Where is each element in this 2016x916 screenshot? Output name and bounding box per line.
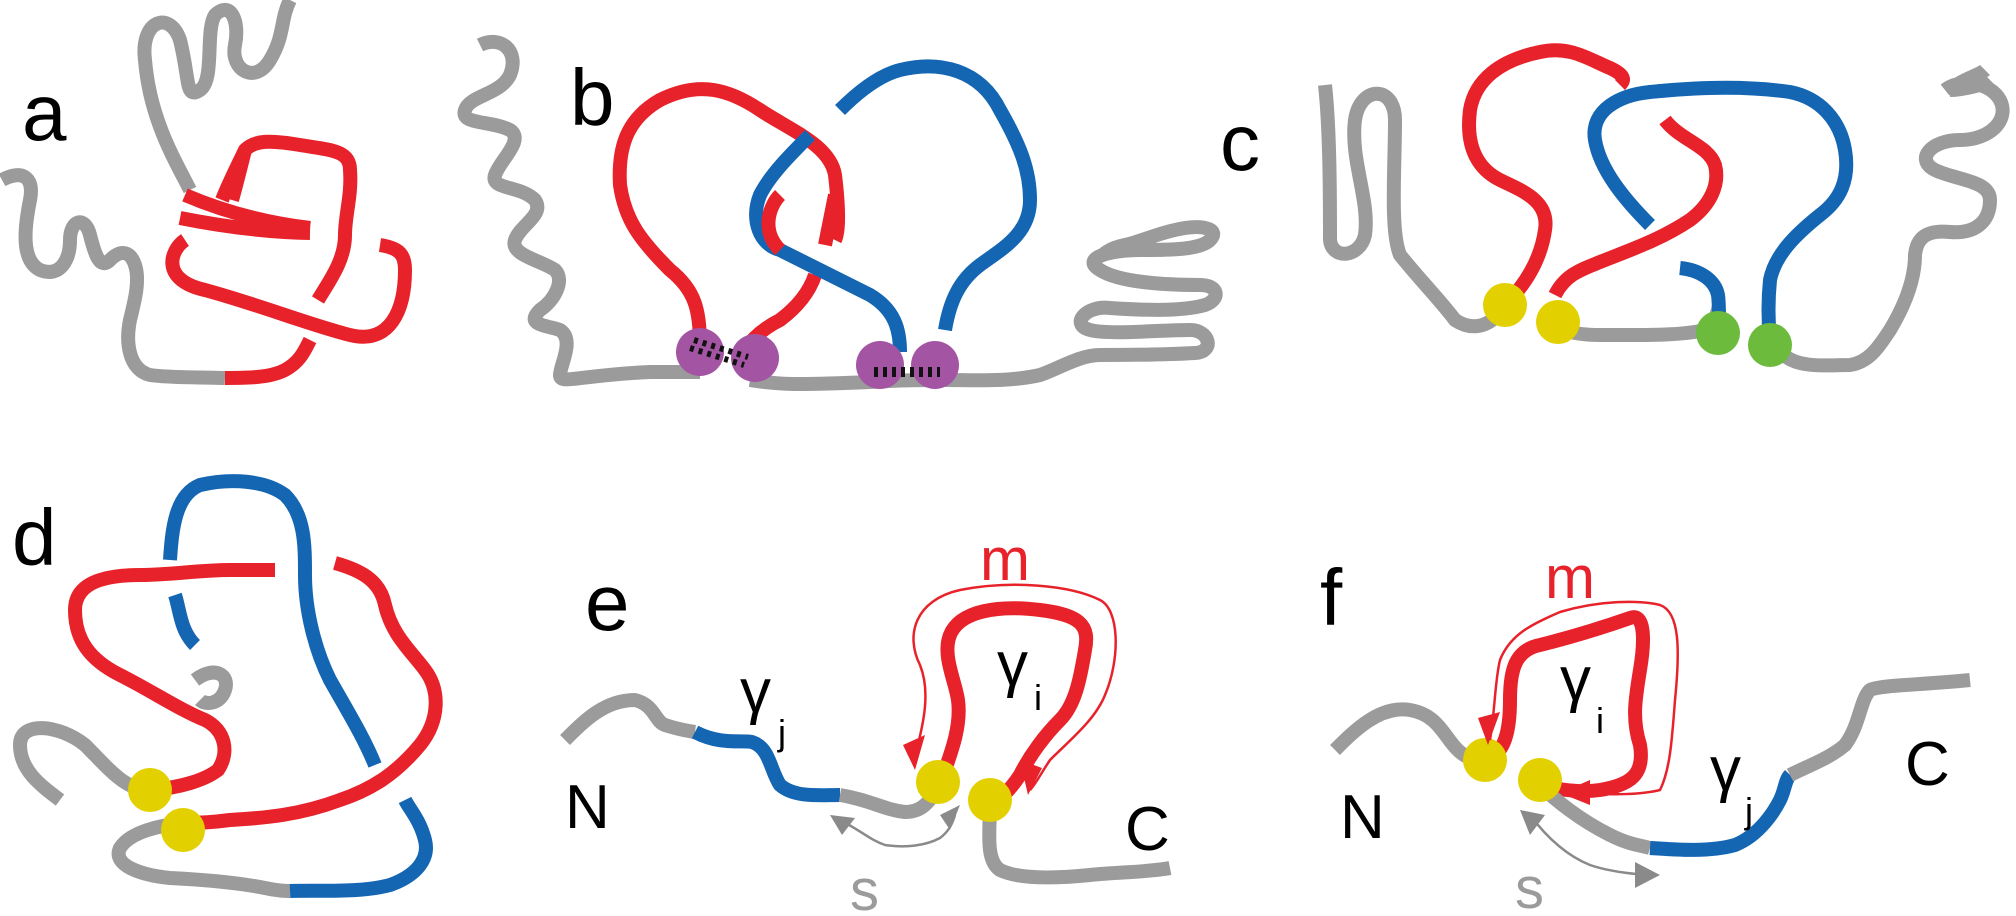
- svg-text:j: j: [1744, 790, 1753, 831]
- panel-d-grey-chain: [13, 721, 291, 898]
- panel-e-s-label: s: [850, 858, 879, 916]
- panel-e-grey-chain-c: [982, 804, 1172, 885]
- panel-e-c-terminus: C: [1125, 795, 1170, 864]
- panel-f-m-arrow-right: [1560, 780, 1590, 805]
- panel-e-m-label: m: [980, 526, 1030, 593]
- panel-d-contact-yellow-2: [161, 808, 205, 852]
- panel-c: c: [1220, 43, 2010, 373]
- panel-e-s-arrow-right: [940, 805, 960, 830]
- panel-f-grey-chain-mid: [1535, 780, 1653, 855]
- panel-f-s-label: s: [1515, 856, 1544, 916]
- panel-e-m-arrow-right: [1020, 760, 1042, 795]
- panel-d-blue-loop: [163, 474, 433, 898]
- panel-a: a: [0, 0, 412, 385]
- panel-f-blue-loop-j: [1649, 770, 1796, 857]
- svg-text:γ: γ: [1710, 735, 1741, 804]
- panel-e-gamma-j: γ j: [740, 657, 786, 753]
- panel-a-grey-chain-left: [0, 168, 226, 385]
- panel-f-label: f: [1320, 553, 1343, 642]
- panel-e-label: e: [585, 558, 630, 647]
- panel-d: d: [12, 474, 443, 898]
- panel-f-s-arrow-left: [1520, 810, 1545, 835]
- panel-f-grey-chain-c: [1786, 673, 1971, 782]
- panel-c-label: c: [1220, 98, 1260, 187]
- panel-e-m-bracket: [912, 583, 1117, 791]
- panel-f-red-loop-i: [1482, 610, 1650, 799]
- panel-c-contact-green-1: [1696, 311, 1740, 355]
- panel-d-label: d: [12, 493, 57, 582]
- panel-b-red-loop: [612, 82, 846, 363]
- panel-b-label: b: [570, 53, 615, 142]
- panel-b-contact-3: [856, 341, 904, 389]
- panel-b-grey-chain-bottom: [748, 220, 1223, 392]
- panel-d-grey-tail: [190, 665, 233, 710]
- panel-b-red-inner: [761, 190, 786, 255]
- svg-text:i: i: [1596, 700, 1604, 741]
- panel-b-grey-chain-left: [457, 34, 700, 387]
- panel-f-n-terminus: N: [1340, 783, 1385, 852]
- svg-text:γ: γ: [1560, 645, 1591, 714]
- panel-f-grey-chain-n: [1330, 702, 1486, 769]
- panel-c-contact-yellow-1: [1483, 283, 1527, 327]
- panel-c-contact-yellow-2: [1536, 300, 1580, 344]
- panel-e-contact-2: [968, 778, 1012, 822]
- panel-c-contact-green-2: [1748, 323, 1792, 367]
- panel-a-grey-chain-top: [137, 0, 297, 194]
- panel-a-label: a: [22, 68, 67, 157]
- panel-e-contact-1: [916, 760, 960, 804]
- panel-b-blue-loop: [749, 59, 1037, 353]
- panel-e-red-loop-i: [931, 601, 1094, 812]
- panel-e-grey-chain-n: [560, 693, 696, 745]
- panel-f-s-arrow-right: [1635, 862, 1660, 888]
- panel-e-s-arrow-left: [830, 815, 855, 835]
- panel-f-c-terminus: C: [1905, 730, 1950, 799]
- panel-e-s-bracket: [839, 814, 957, 848]
- svg-text:j: j: [777, 712, 786, 753]
- panel-e-m-arrow-left: [903, 735, 925, 770]
- panel-e-n-terminus: N: [565, 773, 610, 842]
- svg-text:γ: γ: [740, 657, 771, 726]
- panel-e: e N C m γ j γ i s: [560, 526, 1172, 916]
- panel-b-contact-2: [731, 334, 779, 382]
- panel-a-red-crossing-strand: [178, 211, 311, 240]
- panel-d-red-loop: [68, 556, 443, 830]
- panel-f-gamma-i: γ i: [1560, 645, 1604, 741]
- svg-text:γ: γ: [997, 630, 1028, 699]
- panel-b: b: [457, 34, 1223, 392]
- panel-c-blue-loop: [1587, 80, 1854, 342]
- panel-c-grey-chain-right: [1769, 64, 2010, 373]
- panel-c-red-loop: [1462, 43, 1724, 310]
- svg-text:i: i: [1034, 677, 1042, 718]
- panel-f-m-arrow-left: [1478, 712, 1500, 745]
- panel-f-contact-2: [1518, 758, 1562, 802]
- panel-b-bond-1: [689, 337, 749, 368]
- panel-f-gamma-j: γ j: [1710, 735, 1753, 831]
- panel-e-gamma-i: γ i: [997, 630, 1042, 718]
- panel-e-blue-loop-j: [691, 725, 841, 803]
- panel-d-contact-yellow-1: [128, 768, 172, 812]
- panel-f: f N C m γ i γ j s: [1320, 544, 1971, 916]
- panel-a-red-loop: [165, 134, 412, 385]
- panel-f-contact-1: [1463, 738, 1507, 782]
- panel-b-contact-4: [911, 341, 959, 389]
- panel-f-m-label: m: [1545, 544, 1595, 611]
- panel-f-m-bracket: [1488, 600, 1679, 796]
